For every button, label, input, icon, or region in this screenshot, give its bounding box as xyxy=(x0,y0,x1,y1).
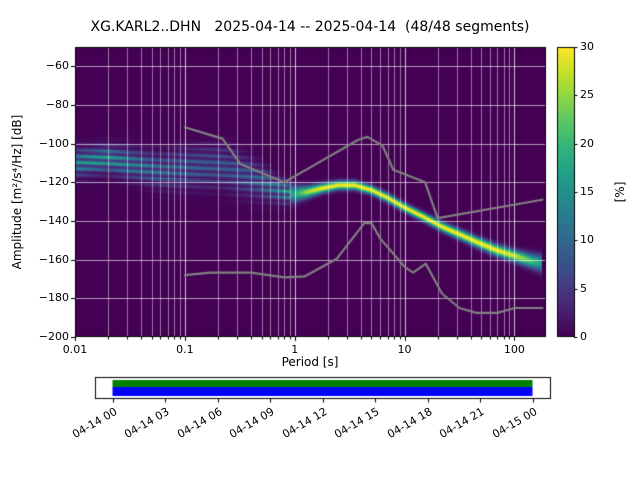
x-tick-label: 0.01 xyxy=(62,343,88,356)
x-axis-label: Period [s] xyxy=(281,355,339,369)
x-tick-label: 10 xyxy=(397,343,412,356)
y-tick-label: −140 xyxy=(38,214,69,227)
y-tick-label: −180 xyxy=(38,291,69,305)
y-tick-label: −160 xyxy=(38,252,69,266)
colorbar-tick-label: 10 xyxy=(580,233,594,247)
x-tick-label: 100 xyxy=(503,343,525,356)
y-axis-label: Amplitude [m²/s⁴/Hz] [dB] xyxy=(10,114,24,270)
colorbar-label: [%] xyxy=(613,181,627,203)
chart-title: XG.KARL2..DHN 2025-04-14 -- 2025-04-14 (… xyxy=(90,19,530,35)
colorbar-tick-label: 0 xyxy=(580,330,587,343)
x-tick-label: 1 xyxy=(291,343,299,356)
colorbar-tick-label: 5 xyxy=(580,281,587,295)
colorbar-tick-label: 25 xyxy=(580,88,594,102)
y-tick-label: −60 xyxy=(45,59,69,73)
y-tick-label: −120 xyxy=(38,175,69,189)
colorbar-tick-label: 30 xyxy=(580,40,594,53)
y-tick-label: −80 xyxy=(45,98,69,111)
y-tick-label: −200 xyxy=(38,330,69,343)
x-tick-label: 0.1 xyxy=(176,343,194,356)
colorbar-tick-label: 15 xyxy=(580,185,594,198)
y-tick-label: −100 xyxy=(38,136,69,150)
colorbar-tick-label: 20 xyxy=(580,136,594,150)
